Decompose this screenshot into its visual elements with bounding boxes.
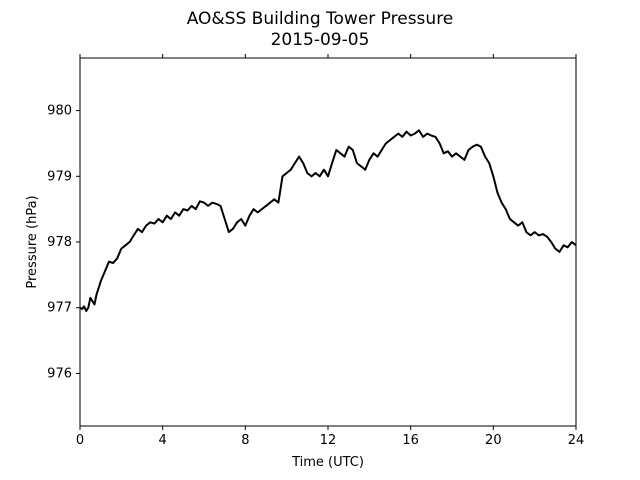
y-axis: 976 977 978 979 980 bbox=[47, 104, 80, 381]
y-tick-label: 978 bbox=[47, 235, 72, 250]
x-tick-label: 24 bbox=[568, 433, 585, 448]
y-tick-label: 977 bbox=[47, 301, 72, 316]
series-line-pressure bbox=[79, 129, 577, 312]
x-tick-label: 12 bbox=[320, 433, 337, 448]
x-axis: 0 4 8 12 16 20 24 bbox=[76, 54, 584, 448]
y-tick-label: 980 bbox=[47, 104, 72, 119]
x-tick-label: 16 bbox=[402, 433, 419, 448]
x-tick-label: 8 bbox=[241, 433, 249, 448]
y-tick-label: 976 bbox=[47, 366, 72, 381]
x-tick-label: 20 bbox=[485, 433, 502, 448]
x-axis-label: Time (UTC) bbox=[291, 455, 364, 470]
x-tick-label: 4 bbox=[159, 433, 167, 448]
plot-frame bbox=[79, 57, 577, 427]
chart-subtitle: 2015-09-05 bbox=[271, 30, 370, 50]
chart-title: AO&SS Building Tower Pressure bbox=[187, 9, 454, 29]
x-tick-label: 0 bbox=[76, 433, 84, 448]
y-tick-label: 979 bbox=[47, 169, 72, 184]
y-axis-label: Pressure (hPa) bbox=[25, 195, 40, 288]
